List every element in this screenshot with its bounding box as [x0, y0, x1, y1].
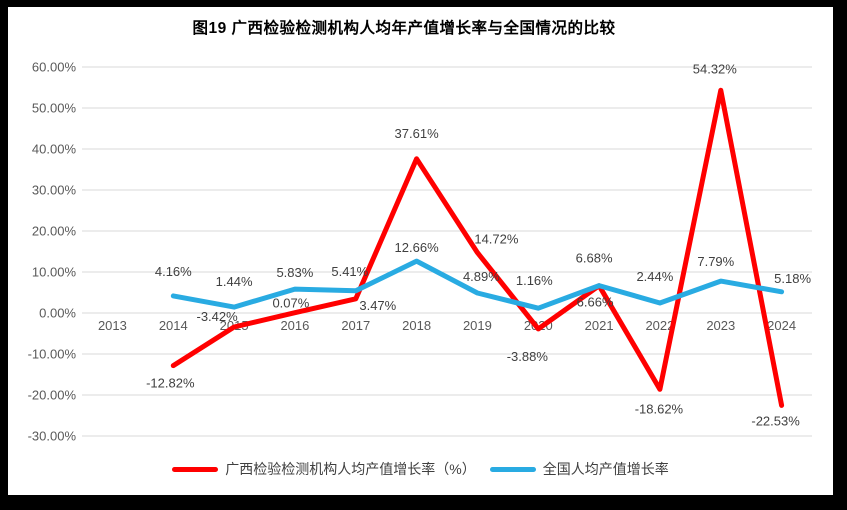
- guangxi-data-label: 6.66%: [577, 295, 614, 310]
- national-data-label: 5.83%: [276, 265, 313, 280]
- x-axis-tick-label: 2023: [706, 318, 735, 333]
- national-data-label: 1.16%: [516, 273, 553, 288]
- national-data-label: 7.79%: [697, 254, 734, 269]
- y-axis-tick-label: -20.00%: [28, 388, 77, 403]
- guangxi-series-line: [170, 87, 785, 408]
- guangxi-data-label: 3.47%: [359, 298, 396, 313]
- national-data-label: 4.89%: [463, 269, 500, 284]
- national-data-label: 6.68%: [576, 251, 613, 266]
- x-axis-tick-label: 2016: [280, 318, 309, 333]
- guangxi-data-label: -22.53%: [751, 413, 800, 428]
- legend-label-national: 全国人均产值增长率: [542, 461, 669, 477]
- y-axis-tick-label: -30.00%: [28, 429, 77, 444]
- guangxi-data-label: -18.62%: [635, 401, 684, 416]
- guangxi-data-label: -3.42%: [196, 309, 238, 324]
- y-axis-tick-label: 30.00%: [32, 183, 77, 198]
- national-series-line: [170, 258, 785, 311]
- legend-item-national: 全国人均产值增长率: [489, 459, 669, 479]
- national-data-label: 5.41%: [331, 264, 368, 279]
- y-axis-tick-label: 60.00%: [32, 60, 77, 75]
- national-data-label: 2.44%: [636, 269, 673, 284]
- chart-title: 图19 广西检验检测机构人均年产值增长率与全国情况的比较: [192, 20, 616, 37]
- x-axis-tick-label: 2024: [767, 318, 796, 333]
- national-data-label: 12.66%: [395, 240, 440, 255]
- guangxi-data-label: 54.32%: [693, 61, 738, 76]
- guangxi-data-label: 0.07%: [272, 296, 309, 311]
- y-axis-tick-label: -10.00%: [28, 347, 77, 362]
- x-axis-tick-label: 2019: [463, 318, 492, 333]
- guangxi-data-label: -12.82%: [146, 376, 195, 391]
- national-data-label: 5.18%: [774, 271, 811, 286]
- legend-item-guangxi: 广西检验检测机构人均产值增长率（%）: [172, 459, 476, 479]
- legend-label-guangxi: 广西检验检测机构人均产值增长率（%）: [225, 461, 476, 477]
- x-axis-tick-label: 2013: [98, 318, 127, 333]
- national-data-label: 1.44%: [216, 274, 253, 289]
- chart-canvas: [8, 7, 833, 495]
- guangxi-data-label: 14.72%: [474, 232, 519, 247]
- guangxi-data-label: -3.88%: [507, 349, 549, 364]
- y-axis-tick-label: 40.00%: [32, 142, 77, 157]
- y-axis-tick-label: 20.00%: [32, 224, 77, 239]
- x-axis-tick-label: 2021: [585, 318, 614, 333]
- y-axis-tick-label: 50.00%: [32, 101, 77, 116]
- y-axis-tick-label: 10.00%: [32, 265, 77, 280]
- x-axis-tick-label: 2022: [645, 318, 674, 333]
- x-axis-tick-label: 2017: [341, 318, 370, 333]
- x-axis-tick-label: 2018: [402, 318, 431, 333]
- guangxi-data-label: 37.61%: [395, 126, 440, 141]
- y-axis-tick-label: 0.00%: [39, 306, 76, 321]
- national-data-label: 4.16%: [155, 264, 192, 279]
- guangxi-line-swatch: [172, 466, 219, 472]
- chart-legend: 广西检验检测机构人均产值增长率（%） 全国人均产值增长率: [8, 459, 833, 479]
- x-axis-tick-label: 2014: [159, 318, 188, 333]
- national-line-swatch: [489, 466, 536, 472]
